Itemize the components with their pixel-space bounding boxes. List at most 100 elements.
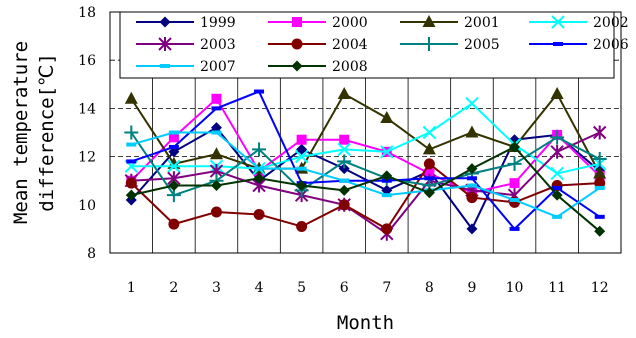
data-point — [381, 170, 393, 182]
data-point — [296, 180, 308, 192]
data-point — [338, 199, 350, 211]
data-point — [593, 125, 607, 140]
data-point — [168, 130, 179, 135]
data-point — [296, 143, 308, 155]
data-point — [124, 125, 139, 140]
legend-item-2005: 2005 — [400, 37, 500, 53]
data-point — [209, 147, 223, 160]
data-point — [550, 130, 565, 145]
data-point — [594, 214, 605, 219]
data-point — [380, 111, 394, 124]
data-point — [294, 149, 309, 164]
x-tick-label: 6 — [340, 280, 349, 296]
series-line — [130, 92, 601, 174]
data-point — [253, 172, 265, 184]
series-2007 — [126, 130, 605, 219]
legend-marker — [159, 16, 171, 28]
x-axis-title: Month — [337, 312, 394, 334]
data-point — [253, 208, 265, 220]
y-axis-ticks: 8 10 12 14 16 18 — [78, 5, 96, 262]
data-point — [381, 193, 392, 198]
series-2004 — [125, 158, 606, 235]
data-point — [339, 134, 350, 145]
legend-item-2007: 2007 — [136, 59, 236, 75]
data-point — [551, 189, 563, 201]
data-point — [422, 142, 436, 155]
data-point — [168, 132, 179, 143]
data-point — [168, 218, 180, 230]
legend-item-2003: 2003 — [136, 37, 236, 53]
data-point — [507, 156, 522, 171]
data-point — [296, 166, 307, 171]
y-axis-title: Mean temperature difference[℃] — [10, 41, 58, 224]
data-point — [466, 183, 477, 188]
y-axis-title-line-1: Mean temperature — [10, 41, 32, 224]
legend-item-2004: 2004 — [268, 37, 368, 53]
series-line — [131, 131, 601, 236]
legend-item-1999: 1999 — [136, 15, 236, 31]
x-tick-label: 7 — [382, 280, 391, 296]
data-point — [424, 168, 435, 179]
data-point — [168, 146, 180, 158]
legend-marker — [553, 42, 563, 46]
y-tick-label: 14 — [78, 101, 96, 117]
legend-label: 2008 — [332, 59, 368, 75]
legend-label: 2007 — [200, 59, 236, 75]
y-tick-label: 12 — [78, 150, 96, 166]
legend-item-2008: 2008 — [268, 59, 368, 75]
legend-marker — [160, 64, 170, 68]
series-line — [130, 162, 600, 231]
legend-item-2002: 2002 — [529, 15, 629, 31]
legend-marker — [291, 38, 303, 50]
x-tick-label: 4 — [255, 280, 264, 296]
legend-marker — [291, 60, 303, 72]
legend-item-2000: 2000 — [268, 15, 368, 31]
series-line — [130, 90, 601, 231]
legend-marker — [422, 37, 436, 51]
data-point — [211, 106, 222, 111]
legend-marker — [422, 15, 436, 27]
data-point — [509, 178, 520, 189]
legend-item-2001: 2001 — [400, 15, 500, 31]
data-point — [337, 142, 351, 157]
data-point — [465, 96, 479, 111]
data-point — [552, 214, 563, 219]
data-point — [550, 86, 564, 99]
data-point — [466, 176, 477, 181]
x-tick-label: 5 — [297, 280, 306, 296]
x-tick-label: 1 — [127, 280, 136, 296]
data-point — [466, 163, 478, 175]
data-point — [126, 159, 137, 164]
data-point — [337, 86, 351, 99]
series-line — [131, 102, 600, 175]
data-point — [254, 166, 265, 171]
data-point — [465, 125, 479, 138]
legend-label: 2000 — [332, 15, 368, 31]
data-point — [210, 122, 222, 134]
data-point — [592, 152, 607, 167]
data-point — [423, 158, 435, 170]
legend-label: 2006 — [593, 37, 629, 53]
x-tick-label: 3 — [212, 280, 221, 296]
series-line — [130, 131, 601, 197]
x-tick-label: 12 — [591, 280, 609, 296]
legend-label: 1999 — [200, 15, 236, 31]
y-tick-label: 8 — [87, 246, 96, 262]
legend-label: 2003 — [200, 37, 236, 53]
data-point — [380, 145, 394, 159]
legend-marker — [551, 15, 565, 29]
data-point — [124, 91, 138, 104]
data-point — [422, 125, 437, 140]
series-line — [130, 97, 601, 194]
x-axis-ticks: 1 2 3 4 5 6 7 8 9 10 11 12 — [127, 280, 609, 296]
data-point — [594, 225, 606, 237]
data-point — [593, 166, 607, 179]
data-point — [125, 189, 137, 201]
series-2008 — [125, 141, 606, 237]
data-point — [296, 220, 308, 232]
legend: 1999 2000 2001 2002 2003 2004 2005 2006 2007 2008 — [119, 11, 629, 79]
data-point — [552, 185, 563, 190]
data-point — [296, 134, 307, 145]
